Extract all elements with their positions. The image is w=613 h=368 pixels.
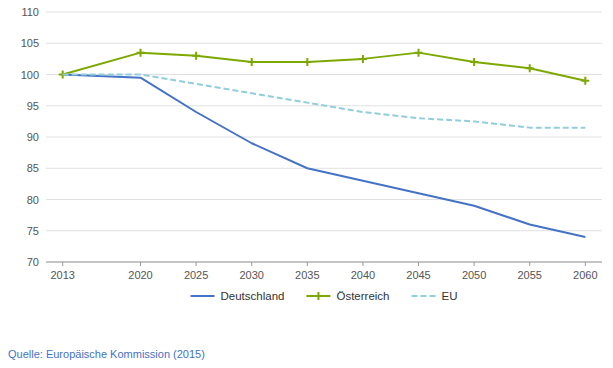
y-tick-label: 85 xyxy=(27,162,39,174)
y-tick-label: 110 xyxy=(21,6,39,18)
plot-area xyxy=(59,49,590,237)
legend-label: Österreich xyxy=(336,290,389,302)
y-tick-labels: 70 75 80 85 90 95 100 105 110 xyxy=(21,6,39,268)
y-tick-label: 90 xyxy=(27,131,39,143)
legend-swatch xyxy=(412,295,436,297)
series-marker xyxy=(526,64,534,72)
series-marker xyxy=(248,58,256,66)
legend-swatch xyxy=(191,295,215,297)
x-tick xyxy=(307,262,308,266)
series-marker xyxy=(192,52,200,60)
legend-label: Deutschland xyxy=(221,290,285,302)
x-tick xyxy=(585,262,586,266)
legend-swatch-marker xyxy=(314,292,322,300)
grid-line xyxy=(46,43,602,44)
x-tick-label: 2040 xyxy=(351,269,375,281)
y-tick-label: 95 xyxy=(27,100,39,112)
x-tick-label: 2045 xyxy=(406,269,430,281)
grid-line xyxy=(46,137,602,138)
chart: 70 75 80 85 90 95 100 105 110 2013 2020 2025 2030 203… xyxy=(0,0,613,368)
x-tick xyxy=(251,262,252,266)
x-tick xyxy=(418,262,419,266)
legend-item: Deutschland xyxy=(191,290,285,302)
series-marker xyxy=(470,58,478,66)
grid-line xyxy=(46,262,602,263)
x-tick xyxy=(140,262,141,266)
x-tick-label: 2013 xyxy=(50,269,74,281)
x-tick-label: 2060 xyxy=(573,269,597,281)
x-tick xyxy=(474,262,475,266)
legend: Deutschland Österreich EU xyxy=(191,290,458,302)
grid-line xyxy=(46,199,602,200)
x-tick-label: 2030 xyxy=(239,269,263,281)
x-tick-label: 2055 xyxy=(517,269,541,281)
legend-label: EU xyxy=(442,290,458,302)
series-line xyxy=(63,75,586,238)
series-line xyxy=(63,75,586,128)
series-marker xyxy=(137,49,145,57)
x-tick xyxy=(196,262,197,266)
y-tick-label: 75 xyxy=(27,225,39,237)
y-tick-label: 80 xyxy=(27,194,39,206)
y-tick-label: 105 xyxy=(21,37,39,49)
series-line xyxy=(63,53,586,81)
series-marker xyxy=(415,49,423,57)
grid-line xyxy=(46,230,602,231)
legend-item: EU xyxy=(412,290,458,302)
background xyxy=(0,0,613,368)
x-tick xyxy=(529,262,530,266)
annotation: Quelle: Europäische Kommission (2015) xyxy=(8,348,205,360)
x-tick-label: 2025 xyxy=(184,269,208,281)
y-tick-label: 70 xyxy=(27,256,39,268)
grid-line xyxy=(46,12,602,13)
grid-line xyxy=(46,168,602,169)
legend-item: Österreich xyxy=(306,290,389,302)
x-tick-labels: 2013 2020 2025 2030 2035 2040 2045 2050 2055 2060 xyxy=(50,262,597,281)
series-marker xyxy=(581,77,589,85)
x-tick-label: 2035 xyxy=(295,269,319,281)
x-axis-line xyxy=(46,262,602,263)
x-tick-label: 2050 xyxy=(462,269,486,281)
series-marker xyxy=(359,55,367,63)
x-tick-label: 2020 xyxy=(128,269,152,281)
x-tick xyxy=(362,262,363,266)
y-tick-label: 100 xyxy=(21,69,39,81)
x-tick xyxy=(62,262,63,266)
y-grid xyxy=(46,12,602,262)
series-marker xyxy=(303,58,311,66)
